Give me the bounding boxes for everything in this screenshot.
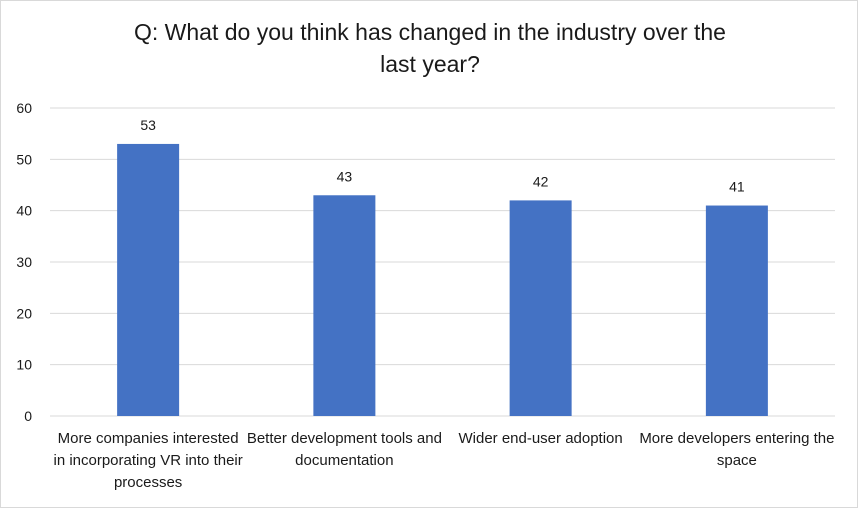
category-label: More developers entering the space <box>639 430 835 469</box>
data-label: 41 <box>729 179 745 195</box>
y-tick-label: 60 <box>16 100 32 116</box>
category-label: Wider end-user adoption <box>458 430 623 447</box>
chart-title: Q: What do you think has changed in the … <box>134 19 726 77</box>
y-tick-label: 20 <box>16 305 32 321</box>
bar <box>509 200 572 416</box>
data-label: 42 <box>533 173 549 189</box>
data-label: 53 <box>140 117 156 133</box>
category-label: More companies interested in incorporati… <box>53 430 243 491</box>
y-tick-label: 10 <box>16 357 32 373</box>
y-tick-label: 40 <box>16 203 32 219</box>
bar <box>705 205 768 416</box>
bar <box>117 143 180 416</box>
data-label: 43 <box>337 168 353 184</box>
category-label: Better development tools and documentati… <box>246 430 442 469</box>
y-tick-label: 50 <box>16 151 32 167</box>
y-tick-label: 0 <box>24 408 32 424</box>
y-tick-label: 30 <box>16 254 32 270</box>
bar <box>313 195 376 416</box>
